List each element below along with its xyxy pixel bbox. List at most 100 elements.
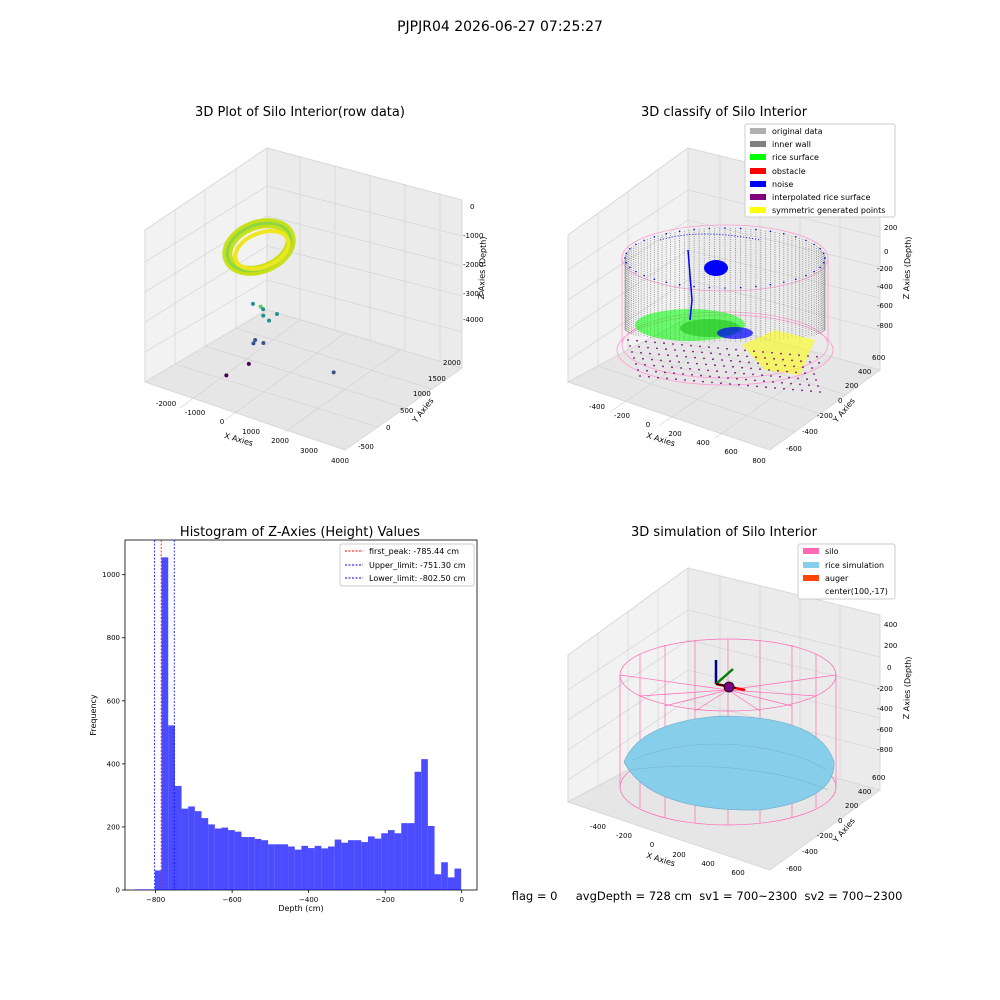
interpolated-point <box>788 376 790 379</box>
simulation-center-marker <box>723 681 735 693</box>
interpolated-point <box>698 368 700 371</box>
x-tick: 4000 <box>331 457 349 465</box>
histogram-bar <box>134 889 142 890</box>
status-line: flag = 0 avgDepth = 728 cm sv1 = 700~230… <box>512 889 903 903</box>
z-tick: -3000 <box>463 290 483 298</box>
histogram-bar <box>361 842 368 890</box>
interpolated-point <box>810 390 812 393</box>
interpolated-point <box>746 355 748 358</box>
interpolated-point <box>732 365 734 368</box>
interpolated-point <box>723 365 725 367</box>
interpolated-point <box>701 351 703 354</box>
z-tick: -2000 <box>463 261 483 269</box>
interpolated-point <box>815 379 817 381</box>
x-tick: 600 <box>731 869 744 877</box>
noise-point <box>653 278 656 281</box>
interpolated-point <box>678 361 680 363</box>
interpolated-point <box>816 355 818 358</box>
scatter-point <box>253 337 258 342</box>
interpolated-point <box>693 379 695 382</box>
raw-z-ticks: 0 -1000 -2000 -3000 -4000 <box>463 203 483 324</box>
z-tick: 400 <box>884 621 897 629</box>
interpolated-point <box>762 351 764 353</box>
interpolated-point <box>811 367 813 369</box>
interpolated-point <box>752 373 754 376</box>
interpolated-point <box>667 354 669 357</box>
interpolated-point <box>800 360 802 363</box>
interpolated-point <box>647 346 649 349</box>
interpolated-point <box>741 366 743 369</box>
interpolated-point <box>716 370 718 373</box>
interpolated-point <box>748 361 750 364</box>
x-tick: 0 <box>220 418 224 426</box>
interpolated-point <box>672 343 674 345</box>
scatter-point <box>250 301 255 306</box>
panel-raw-3d: 3D Plot of Silo Interior(row data) -2000 <box>143 105 488 465</box>
histogram-bar <box>194 811 202 890</box>
noise-point <box>819 247 821 250</box>
interpolated-point <box>808 384 810 387</box>
interpolated-point <box>637 369 639 371</box>
noise-point <box>822 252 825 255</box>
interpolated-point <box>654 341 656 344</box>
simulation-title: 3D simulation of Silo Interior <box>631 525 818 540</box>
legend-swatch <box>803 548 819 554</box>
legend-label: rice surface <box>772 153 819 162</box>
histogram-bar <box>201 818 209 890</box>
z-tick: -400 <box>877 705 893 713</box>
interpolated-point <box>735 348 737 351</box>
noise-point <box>813 270 815 273</box>
histogram-bar <box>188 806 195 890</box>
x-tick: -2000 <box>156 400 176 408</box>
interpolated-point <box>773 357 775 360</box>
interpolated-point <box>739 360 741 363</box>
noise-point <box>625 252 628 255</box>
histogram-bar <box>234 831 242 890</box>
histogram-bar <box>347 840 355 890</box>
histogram-bar <box>414 771 422 890</box>
z-tick: -800 <box>877 746 893 754</box>
noise-point <box>805 274 807 277</box>
histogram-bar <box>141 889 149 890</box>
histogram-legend: first_peak: -785.44 cm Upper_limit: -751… <box>339 543 475 587</box>
y-tick: -400 <box>802 428 818 436</box>
x-tick: 0 <box>646 421 650 429</box>
y-tick: 1500 <box>428 375 446 383</box>
histogram-bar <box>407 823 415 890</box>
interpolated-point <box>819 391 821 393</box>
legend-label: obstacle <box>772 167 806 176</box>
interpolated-point <box>744 349 746 352</box>
legend-label: first_peak: -785.44 cm <box>369 547 459 556</box>
x-tick: 600 <box>724 448 737 456</box>
interpolated-point <box>696 362 698 365</box>
histogram-bar <box>308 848 315 890</box>
interpolated-point <box>684 379 686 381</box>
histogram-bar <box>427 825 435 890</box>
histogram-bar <box>447 877 455 890</box>
interpolated-point <box>638 345 640 348</box>
simulation-legend: silo rice simulation auger center(100,-1… <box>797 543 896 600</box>
histogram-bar <box>154 870 162 890</box>
y-tick: -200 <box>817 832 833 840</box>
interpolated-point <box>657 376 659 379</box>
y-tick: -600 <box>786 445 802 453</box>
scatter-point <box>261 307 266 312</box>
simulation-x-ticks: -400 -200 0 200 400 600 <box>590 823 745 877</box>
legend-swatch <box>803 575 819 581</box>
noise-point <box>708 286 711 289</box>
interpolated-point <box>771 351 773 354</box>
interpolated-point <box>798 354 800 357</box>
simulation-rice-surface <box>623 715 835 811</box>
interpolated-point <box>782 358 784 361</box>
interpolated-point <box>676 355 678 357</box>
y-tick-label: 0 <box>116 887 120 895</box>
noise-point <box>739 286 742 289</box>
interpolated-point <box>763 380 765 383</box>
interpolated-point <box>753 350 755 353</box>
interpolated-point <box>651 358 653 361</box>
x-tick-label: −400 <box>299 896 318 904</box>
interpolated-point <box>639 375 641 377</box>
interpolated-point <box>717 347 719 349</box>
z-tick: -1000 <box>463 232 483 240</box>
legend-label: center(100,-17) <box>825 587 888 596</box>
